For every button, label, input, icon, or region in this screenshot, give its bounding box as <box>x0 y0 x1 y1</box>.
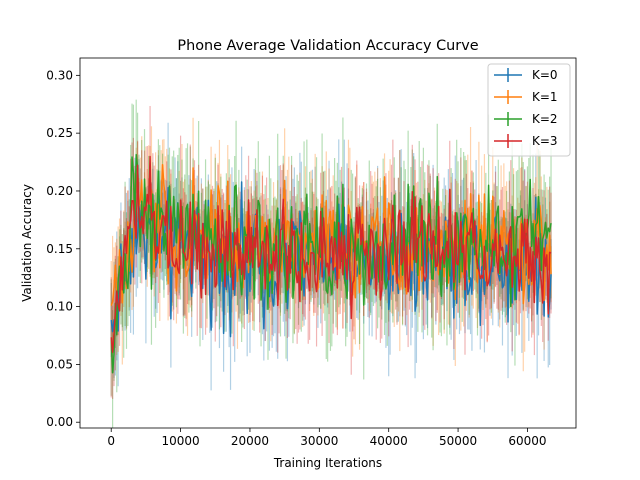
legend-label: K=0 <box>532 68 558 82</box>
y-tick-label: 0.20 <box>46 184 73 198</box>
x-axis-title: Training Iterations <box>273 456 382 470</box>
plot-frame <box>79 57 577 429</box>
y-tick-label: 0.30 <box>46 68 73 82</box>
series-line-k3 <box>110 155 552 353</box>
y-tick-label: 0.05 <box>46 357 73 371</box>
legend-label: K=2 <box>532 112 558 126</box>
legend-label: K=3 <box>532 134 558 148</box>
x-tick-label: 10000 <box>161 434 199 448</box>
x-axis-ticks: 0 10000 20000 30000 40000 50000 60000 <box>107 428 547 448</box>
y-axis-ticks: 0.00 0.05 0.10 0.15 0.20 0.25 0.30 <box>46 68 80 429</box>
plot-area <box>110 99 552 428</box>
legend-label: K=1 <box>532 90 558 104</box>
y-tick-label: 0.15 <box>46 242 73 256</box>
series-lines <box>110 153 552 374</box>
x-tick-label: 40000 <box>370 434 408 448</box>
y-axis-title: Validation Accuracy <box>20 184 34 302</box>
x-tick-label: 20000 <box>231 434 269 448</box>
y-tick-label: 0.00 <box>46 415 73 429</box>
chart-title: Phone Average Validation Accuracy Curve <box>177 38 478 54</box>
y-tick-label: 0.10 <box>46 300 73 314</box>
legend-box <box>487 63 571 157</box>
x-tick-label: 50000 <box>439 434 477 448</box>
x-tick-label: 0 <box>107 434 115 448</box>
y-tick-label: 0.25 <box>46 126 73 140</box>
legend: K=0 K=1 K=2 K=3 <box>487 63 571 157</box>
x-tick-label: 30000 <box>300 434 338 448</box>
x-tick-label: 60000 <box>508 434 546 448</box>
